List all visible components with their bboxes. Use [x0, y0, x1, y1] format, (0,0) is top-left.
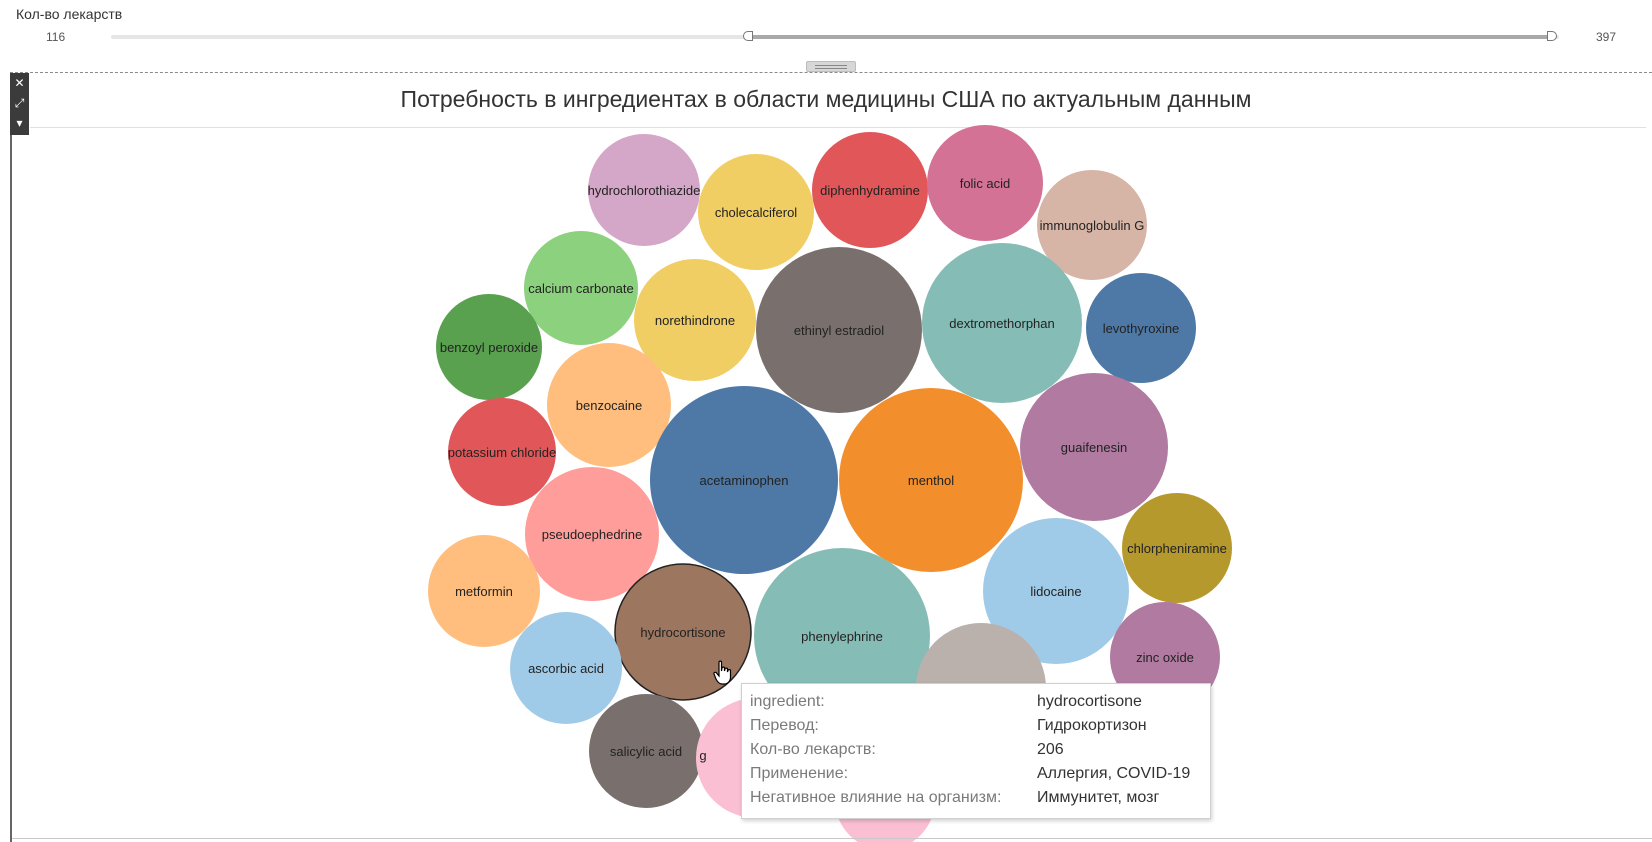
chart-title: Потребность в ингредиентах в области мед… — [400, 86, 1252, 112]
tooltip-key: ingredient: — [750, 693, 825, 710]
bubble-ascorbic-acid[interactable] — [510, 612, 622, 724]
tooltip-key: Кол-во лекарств: — [750, 741, 876, 758]
bubble-label: metformin — [455, 584, 513, 599]
tooltip-row: ingredient: hydrocortisone — [750, 690, 1202, 714]
bubble-label: dextromethorphan — [949, 316, 1055, 331]
bubble-potassium-chloride[interactable] — [448, 398, 556, 506]
popout-icon[interactable]: ⤢ — [14, 96, 25, 110]
tooltip-value: Гидрокортизон — [1037, 717, 1147, 734]
range-min-value: 116 — [46, 30, 66, 44]
bubble-metformin[interactable] — [428, 535, 540, 647]
bubble-label: folic acid — [960, 176, 1011, 191]
bubble-norethindrone[interactable] — [634, 259, 756, 381]
bubble-label: ascorbic acid — [528, 661, 604, 676]
bubble-label: ethinyl estradiol — [794, 323, 884, 338]
bubble-folic-acid[interactable] — [927, 125, 1043, 241]
filter-label: Кол-во лекарств — [16, 6, 123, 22]
range-slider-track[interactable] — [111, 31, 1559, 41]
bubble-menthol[interactable] — [839, 388, 1023, 572]
tooltip-row: Негативное влияние на организм: Иммунитет… — [750, 786, 1202, 810]
bubble-pseudoephedrine[interactable] — [525, 467, 659, 601]
bubble-label: diphenhydramine — [820, 183, 920, 198]
bubble-label: guaifenesin — [1061, 440, 1128, 455]
bubble-calcium-carbonate[interactable] — [524, 231, 638, 345]
bubble-hydrochlorothiazide[interactable] — [588, 134, 700, 246]
bubble-label: pseudoephedrine — [542, 527, 642, 542]
bubble-phenylephrine[interactable] — [754, 548, 930, 724]
bubble-label: immunoglobulin G — [1040, 218, 1145, 233]
close-icon[interactable]: ✕ — [14, 76, 25, 90]
range-slider-left-handle[interactable] — [743, 31, 753, 41]
tooltip-key: Применение: — [750, 765, 849, 782]
bubble-immunoglobulin-G[interactable] — [1037, 170, 1147, 280]
tooltip-key: Перевод: — [750, 717, 819, 734]
dashboard-divider — [10, 72, 1652, 74]
bubble-label: calcium carbonate — [528, 281, 634, 296]
tooltip-row: Применение: Аллергия, COVID-19 — [750, 762, 1202, 786]
bubble-cholecalciferol[interactable] — [698, 154, 814, 270]
bubble-label: hydrochlorothiazide — [588, 183, 701, 198]
title-separator — [30, 127, 1646, 128]
bubble-label: phenylephrine — [801, 629, 883, 644]
bubble-ethinyl-estradiol[interactable] — [756, 247, 922, 413]
sheet-frame — [10, 73, 1652, 842]
bubble-label: chlorpheniramine — [1127, 541, 1227, 556]
bubble-guaifenesin[interactable] — [1020, 373, 1168, 521]
bubble-chlorpheniramine[interactable] — [1122, 493, 1232, 603]
tooltip-value: Иммунитет, мозг — [1037, 789, 1160, 806]
tooltip-value: 206 — [1037, 741, 1064, 758]
bubble-label: acetaminophen — [700, 473, 789, 488]
bubble-label: hydrocortisone — [640, 625, 725, 640]
bubble-label: benzocaine — [576, 398, 643, 413]
resize-grip[interactable] — [806, 61, 856, 72]
hand-cursor-icon — [713, 660, 732, 685]
bubble-label: salicylic acid — [610, 744, 682, 759]
bubble-label: benzoyl peroxide — [440, 340, 538, 355]
bubble-diphenhydramine[interactable] — [812, 132, 928, 248]
tooltip: ingredient: hydrocortisone Перевод: Гидроко… — [741, 683, 1211, 819]
bubble-lidocaine[interactable] — [983, 518, 1129, 664]
bubble-levothyroxine[interactable] — [1086, 273, 1196, 383]
sheet-toolbar: ✕ ⤢ ▾ — [10, 73, 29, 135]
tooltip-row: Кол-во лекарств: 206 — [750, 738, 1202, 762]
bubble-label: g — [699, 748, 706, 763]
bubble-dextromethorphan[interactable] — [922, 243, 1082, 403]
bubble-label: zinc oxide — [1136, 650, 1194, 665]
bubble-benzocaine[interactable] — [547, 343, 671, 467]
bubble-hydrocortisone[interactable] — [614, 563, 752, 701]
tooltip-row: Перевод: Гидрокортизон — [750, 714, 1202, 738]
bottom-edge — [12, 838, 1652, 839]
bubble-label: lidocaine — [1030, 584, 1081, 599]
range-max-value: 397 — [1596, 30, 1617, 44]
bubble-acetaminophen[interactable] — [650, 386, 838, 574]
range-slider-fill — [748, 35, 1553, 39]
bubble-label: levothyroxine — [1103, 321, 1180, 336]
bubble-salicylic-acid[interactable] — [589, 694, 703, 808]
range-slider-right-handle[interactable] — [1547, 31, 1557, 41]
bubble-benzoyl-peroxide[interactable] — [436, 294, 542, 400]
dropdown-menu-icon[interactable]: ▾ — [16, 116, 23, 130]
tooltip-value: hydrocortisone — [1037, 693, 1142, 710]
tooltip-key: Негативное влияние на организм: — [750, 789, 1002, 806]
bubble-label: menthol — [908, 473, 954, 488]
bubble-label: norethindrone — [655, 313, 735, 328]
bubble-label: potassium chloride — [448, 445, 556, 460]
bubble-label: cholecalciferol — [715, 205, 797, 220]
tooltip-value: Аллергия, COVID-19 — [1037, 765, 1191, 782]
